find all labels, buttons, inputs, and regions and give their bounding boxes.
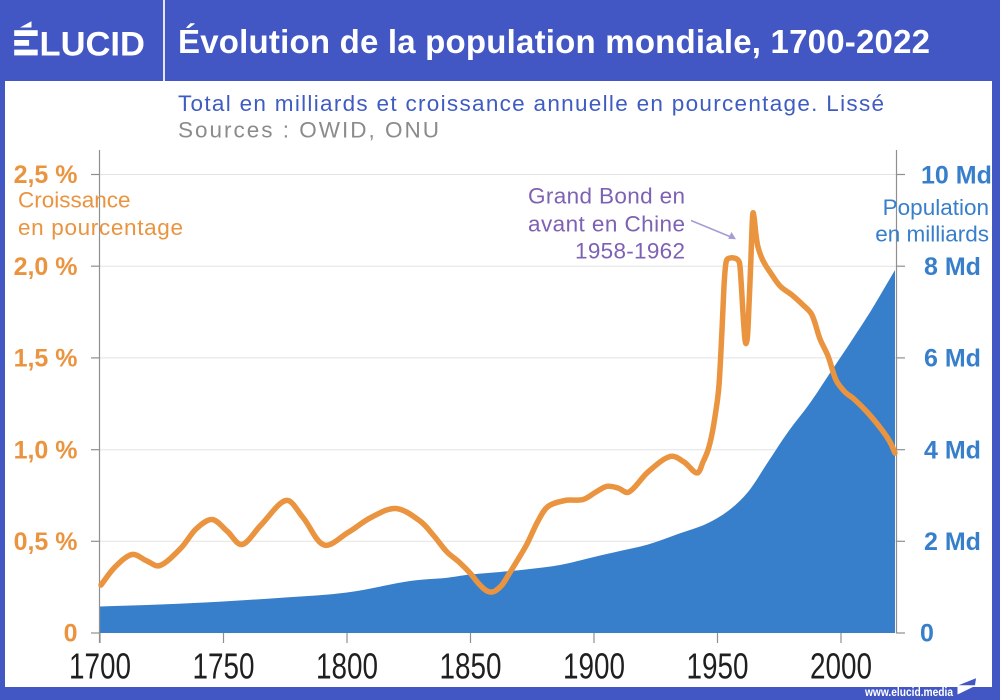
- svg-text:6 Md: 6 Md: [924, 345, 981, 373]
- svg-text:0,5 %: 0,5 %: [14, 528, 78, 556]
- svg-text:0: 0: [920, 620, 934, 648]
- svg-text:Population: Population: [883, 195, 989, 220]
- svg-text:www.elucid.media: www.elucid.media: [864, 685, 953, 699]
- svg-text:1950: 1950: [687, 646, 749, 687]
- svg-text:en milliards: en milliards: [875, 222, 989, 247]
- svg-text:4 Md: 4 Md: [924, 437, 981, 465]
- svg-text:en pourcentage: en pourcentage: [18, 215, 183, 240]
- svg-text:Sources : OWID, ONU: Sources : OWID, ONU: [178, 118, 439, 143]
- svg-text:2,0 %: 2,0 %: [14, 253, 78, 281]
- svg-text:2 Md: 2 Md: [924, 528, 981, 556]
- svg-text:1850: 1850: [440, 646, 502, 687]
- svg-text:Évolution de la population mon: Évolution de la population mondiale, 170…: [178, 23, 930, 60]
- svg-text:1700: 1700: [69, 646, 131, 687]
- svg-text:8 Md: 8 Md: [924, 253, 981, 281]
- svg-text:1750: 1750: [193, 646, 255, 687]
- svg-text:1900: 1900: [563, 646, 625, 687]
- svg-text:1800: 1800: [316, 646, 378, 687]
- svg-text:1958-1962: 1958-1962: [575, 239, 685, 264]
- svg-text:Total en milliards et croissan: Total en milliards et croissance annuell…: [178, 91, 884, 116]
- svg-text:0: 0: [64, 620, 78, 648]
- svg-text:1,0 %: 1,0 %: [14, 437, 78, 465]
- svg-text:10 Md: 10 Md: [921, 162, 992, 190]
- svg-text:Grand Bond en: Grand Bond en: [528, 184, 685, 209]
- svg-text:1,5 %: 1,5 %: [14, 345, 78, 373]
- svg-text:LUCID: LUCID: [40, 25, 145, 63]
- svg-text:Croissance: Croissance: [18, 188, 131, 213]
- svg-text:2000: 2000: [810, 646, 872, 687]
- svg-text:avant en Chine: avant en Chine: [528, 212, 685, 237]
- svg-text:2,5 %: 2,5 %: [14, 161, 78, 189]
